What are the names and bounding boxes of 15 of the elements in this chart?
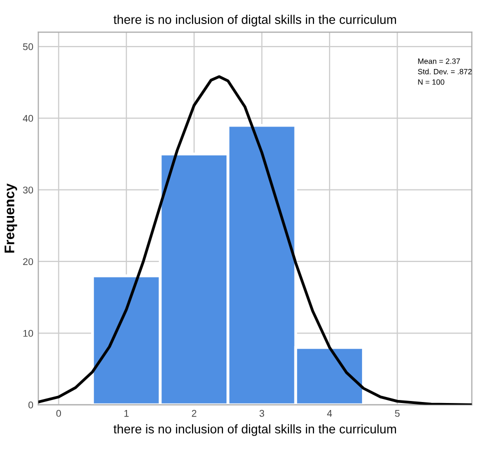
y-tick-label: 50 [23,43,34,50]
x-tick-label: 0 [56,410,61,417]
y-tick-label: 30 [23,186,34,194]
y-tick-label: 40 [22,114,34,122]
chart-title: there is no inclusion of digtal skills in the curriculum [114,14,396,26]
x-tick-label: 1 [124,410,129,417]
x-tick-label: 4 [327,410,332,417]
x-tick-label: 3 [260,410,264,417]
x-axis-title: there is no inclusion of digtal skills in the curriculum [114,424,396,436]
y-tick-label: 0 [28,402,34,408]
x-tick-label: 5 [394,410,400,417]
x-tick-label: 2 [192,410,196,417]
y-tick-label: 20 [23,258,34,266]
y-tick-label: 10 [23,330,34,337]
y-axis-title: Frequency [4,183,18,253]
